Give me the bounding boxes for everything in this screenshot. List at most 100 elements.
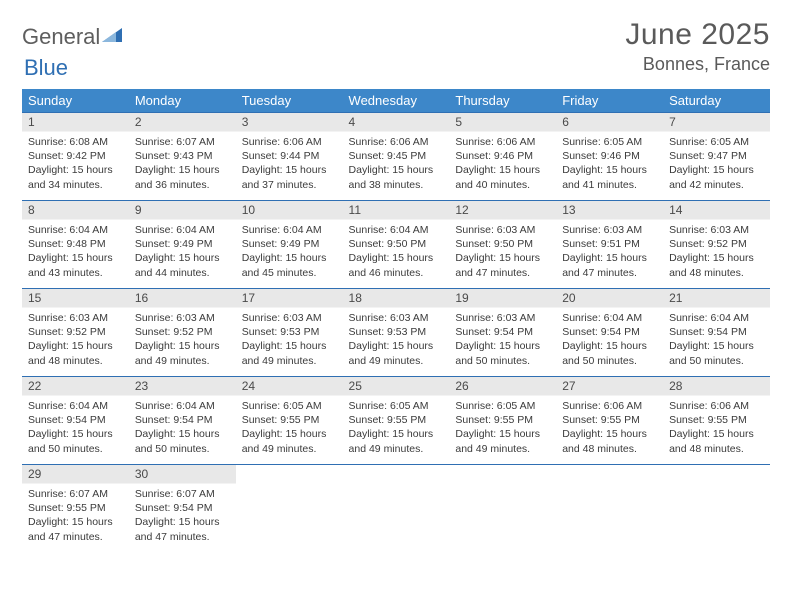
day-info: Sunrise: 6:04 AMSunset: 9:49 PMDaylight:… <box>236 220 343 284</box>
calendar-day-cell: 4Sunrise: 6:06 AMSunset: 9:45 PMDaylight… <box>343 113 450 201</box>
calendar-day-cell: 18Sunrise: 6:03 AMSunset: 9:53 PMDayligh… <box>343 289 450 377</box>
day-info: Sunrise: 6:07 AMSunset: 9:55 PMDaylight:… <box>22 484 129 548</box>
day-number: 26 <box>449 377 556 396</box>
day-info: Sunrise: 6:06 AMSunset: 9:44 PMDaylight:… <box>236 132 343 196</box>
calendar-day-cell: .. <box>343 465 450 553</box>
dow-monday: Monday <box>129 89 236 113</box>
dow-friday: Friday <box>556 89 663 113</box>
day-info: Sunrise: 6:03 AMSunset: 9:50 PMDaylight:… <box>449 220 556 284</box>
calendar-week-row: 15Sunrise: 6:03 AMSunset: 9:52 PMDayligh… <box>22 289 770 377</box>
brand-text-general: General <box>22 24 100 50</box>
day-info: Sunrise: 6:08 AMSunset: 9:42 PMDaylight:… <box>22 132 129 196</box>
location-label: Bonnes, France <box>625 54 770 75</box>
calendar-day-cell: 21Sunrise: 6:04 AMSunset: 9:54 PMDayligh… <box>663 289 770 377</box>
day-info: Sunrise: 6:04 AMSunset: 9:49 PMDaylight:… <box>129 220 236 284</box>
dow-sunday: Sunday <box>22 89 129 113</box>
day-info: Sunrise: 6:04 AMSunset: 9:48 PMDaylight:… <box>22 220 129 284</box>
day-number: 12 <box>449 201 556 220</box>
day-info: Sunrise: 6:05 AMSunset: 9:55 PMDaylight:… <box>236 396 343 460</box>
calendar-day-cell: 20Sunrise: 6:04 AMSunset: 9:54 PMDayligh… <box>556 289 663 377</box>
day-number: 3 <box>236 113 343 132</box>
day-info: Sunrise: 6:05 AMSunset: 9:55 PMDaylight:… <box>343 396 450 460</box>
day-info: Sunrise: 6:06 AMSunset: 9:55 PMDaylight:… <box>663 396 770 460</box>
day-number: 7 <box>663 113 770 132</box>
day-info: Sunrise: 6:03 AMSunset: 9:52 PMDaylight:… <box>663 220 770 284</box>
day-info: Sunrise: 6:04 AMSunset: 9:54 PMDaylight:… <box>129 396 236 460</box>
calendar-day-cell: 9Sunrise: 6:04 AMSunset: 9:49 PMDaylight… <box>129 201 236 289</box>
calendar-day-cell: 28Sunrise: 6:06 AMSunset: 9:55 PMDayligh… <box>663 377 770 465</box>
calendar-day-cell: 19Sunrise: 6:03 AMSunset: 9:54 PMDayligh… <box>449 289 556 377</box>
day-info: Sunrise: 6:03 AMSunset: 9:51 PMDaylight:… <box>556 220 663 284</box>
calendar-day-cell: 30Sunrise: 6:07 AMSunset: 9:54 PMDayligh… <box>129 465 236 553</box>
day-number: 14 <box>663 201 770 220</box>
day-info: Sunrise: 6:04 AMSunset: 9:54 PMDaylight:… <box>556 308 663 372</box>
calendar-day-cell: 3Sunrise: 6:06 AMSunset: 9:44 PMDaylight… <box>236 113 343 201</box>
day-info: Sunrise: 6:04 AMSunset: 9:50 PMDaylight:… <box>343 220 450 284</box>
day-number: 25 <box>343 377 450 396</box>
day-number: 18 <box>343 289 450 308</box>
brand-logo: General <box>22 18 124 50</box>
day-number: 23 <box>129 377 236 396</box>
day-number: 6 <box>556 113 663 132</box>
day-info: Sunrise: 6:03 AMSunset: 9:52 PMDaylight:… <box>129 308 236 372</box>
day-info: Sunrise: 6:03 AMSunset: 9:52 PMDaylight:… <box>22 308 129 372</box>
day-of-week-header: Sunday Monday Tuesday Wednesday Thursday… <box>22 89 770 113</box>
day-number: 28 <box>663 377 770 396</box>
calendar-day-cell: .. <box>449 465 556 553</box>
calendar-week-row: 29Sunrise: 6:07 AMSunset: 9:55 PMDayligh… <box>22 465 770 553</box>
dow-saturday: Saturday <box>663 89 770 113</box>
day-number: 15 <box>22 289 129 308</box>
calendar-day-cell: 7Sunrise: 6:05 AMSunset: 9:47 PMDaylight… <box>663 113 770 201</box>
calendar-day-cell: 16Sunrise: 6:03 AMSunset: 9:52 PMDayligh… <box>129 289 236 377</box>
day-info: Sunrise: 6:04 AMSunset: 9:54 PMDaylight:… <box>663 308 770 372</box>
calendar-day-cell: 15Sunrise: 6:03 AMSunset: 9:52 PMDayligh… <box>22 289 129 377</box>
calendar-day-cell: 25Sunrise: 6:05 AMSunset: 9:55 PMDayligh… <box>343 377 450 465</box>
calendar-day-cell: 17Sunrise: 6:03 AMSunset: 9:53 PMDayligh… <box>236 289 343 377</box>
calendar-day-cell: 14Sunrise: 6:03 AMSunset: 9:52 PMDayligh… <box>663 201 770 289</box>
day-info: Sunrise: 6:05 AMSunset: 9:55 PMDaylight:… <box>449 396 556 460</box>
calendar-table: Sunday Monday Tuesday Wednesday Thursday… <box>22 89 770 553</box>
day-number: 21 <box>663 289 770 308</box>
dow-thursday: Thursday <box>449 89 556 113</box>
day-info: Sunrise: 6:07 AMSunset: 9:54 PMDaylight:… <box>129 484 236 548</box>
calendar-day-cell: 6Sunrise: 6:05 AMSunset: 9:46 PMDaylight… <box>556 113 663 201</box>
day-number: 30 <box>129 465 236 484</box>
calendar-day-cell: 23Sunrise: 6:04 AMSunset: 9:54 PMDayligh… <box>129 377 236 465</box>
brand-text-blue: Blue <box>24 55 68 80</box>
calendar-day-cell: 5Sunrise: 6:06 AMSunset: 9:46 PMDaylight… <box>449 113 556 201</box>
calendar-day-cell: 26Sunrise: 6:05 AMSunset: 9:55 PMDayligh… <box>449 377 556 465</box>
day-number: 11 <box>343 201 450 220</box>
calendar-day-cell: 22Sunrise: 6:04 AMSunset: 9:54 PMDayligh… <box>22 377 129 465</box>
day-info: Sunrise: 6:06 AMSunset: 9:46 PMDaylight:… <box>449 132 556 196</box>
day-info: Sunrise: 6:05 AMSunset: 9:47 PMDaylight:… <box>663 132 770 196</box>
day-number: 20 <box>556 289 663 308</box>
day-number: 2 <box>129 113 236 132</box>
calendar-day-cell: .. <box>236 465 343 553</box>
calendar-day-cell: 10Sunrise: 6:04 AMSunset: 9:49 PMDayligh… <box>236 201 343 289</box>
day-number: 17 <box>236 289 343 308</box>
calendar-week-row: 1Sunrise: 6:08 AMSunset: 9:42 PMDaylight… <box>22 113 770 201</box>
day-number: 29 <box>22 465 129 484</box>
dow-wednesday: Wednesday <box>343 89 450 113</box>
day-info: Sunrise: 6:03 AMSunset: 9:54 PMDaylight:… <box>449 308 556 372</box>
calendar-day-cell: 12Sunrise: 6:03 AMSunset: 9:50 PMDayligh… <box>449 201 556 289</box>
calendar-week-row: 8Sunrise: 6:04 AMSunset: 9:48 PMDaylight… <box>22 201 770 289</box>
day-number: 24 <box>236 377 343 396</box>
brand-triangle-icon <box>102 26 122 49</box>
day-number: 22 <box>22 377 129 396</box>
calendar-day-cell: 13Sunrise: 6:03 AMSunset: 9:51 PMDayligh… <box>556 201 663 289</box>
day-number: 4 <box>343 113 450 132</box>
day-number: 8 <box>22 201 129 220</box>
dow-tuesday: Tuesday <box>236 89 343 113</box>
day-number: 9 <box>129 201 236 220</box>
calendar-day-cell: 29Sunrise: 6:07 AMSunset: 9:55 PMDayligh… <box>22 465 129 553</box>
calendar-day-cell: 27Sunrise: 6:06 AMSunset: 9:55 PMDayligh… <box>556 377 663 465</box>
calendar-day-cell: .. <box>556 465 663 553</box>
calendar-day-cell: 11Sunrise: 6:04 AMSunset: 9:50 PMDayligh… <box>343 201 450 289</box>
day-number: 10 <box>236 201 343 220</box>
calendar-day-cell: 8Sunrise: 6:04 AMSunset: 9:48 PMDaylight… <box>22 201 129 289</box>
day-info: Sunrise: 6:05 AMSunset: 9:46 PMDaylight:… <box>556 132 663 196</box>
day-number: 16 <box>129 289 236 308</box>
day-info: Sunrise: 6:03 AMSunset: 9:53 PMDaylight:… <box>343 308 450 372</box>
day-info: Sunrise: 6:06 AMSunset: 9:45 PMDaylight:… <box>343 132 450 196</box>
